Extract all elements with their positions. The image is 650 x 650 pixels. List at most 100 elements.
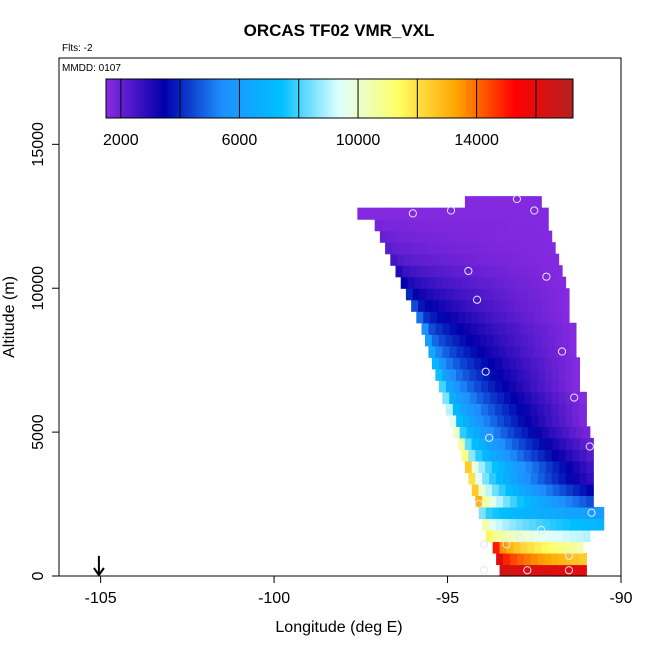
heat-cell [506, 219, 515, 232]
heat-cell [434, 230, 443, 243]
flight-point [474, 499, 483, 509]
heat-cell [492, 219, 501, 232]
heat-cell [530, 552, 539, 566]
heat-cell [569, 334, 577, 347]
heat-cell [464, 196, 473, 209]
heat-cell [524, 230, 532, 243]
heat-cell [533, 242, 542, 255]
heat-cell [416, 265, 424, 278]
heat-cell [411, 299, 419, 312]
heat-cell [463, 242, 471, 255]
heat-cell [483, 414, 491, 427]
heat-cell [558, 357, 566, 370]
heat-cell [456, 414, 464, 427]
flight-point [408, 209, 417, 218]
heat-cell [520, 207, 529, 220]
heat-cell [477, 345, 486, 358]
plot-frame [58, 57, 622, 577]
heat-cell [409, 265, 417, 278]
heat-cell [534, 334, 543, 347]
heat-cell [399, 242, 407, 255]
heat-cell [455, 242, 464, 255]
heat-cell [488, 253, 497, 266]
heat-cell [538, 414, 546, 427]
heat-cell [464, 437, 473, 450]
flight-point [479, 540, 489, 549]
heat-cell [466, 207, 474, 220]
heat-cell [544, 403, 552, 416]
heat-cell [478, 483, 486, 497]
heat-cell [424, 334, 433, 347]
heat-cell [537, 380, 545, 393]
heat-cell [548, 299, 556, 312]
heat-cell [544, 253, 553, 266]
heat-cell [478, 311, 487, 324]
heat-cell [523, 495, 532, 508]
flight-point [464, 266, 473, 276]
heat-cell [530, 357, 538, 370]
heat-cell [493, 426, 502, 439]
heat-cell [590, 518, 598, 531]
heat-cell [536, 518, 544, 531]
heat-cell [512, 242, 521, 255]
heat-cell [539, 437, 547, 450]
heat-cell [547, 345, 556, 358]
heat-cell [502, 253, 511, 266]
heat-cell [558, 380, 566, 393]
heat-cell [489, 276, 498, 289]
heat-cell [475, 449, 483, 462]
heat-cell [490, 414, 498, 427]
heat-cell [460, 357, 468, 370]
flight-point [479, 566, 489, 575]
heat-cell [576, 518, 585, 531]
heat-cell [566, 483, 574, 497]
heat-cell [478, 506, 487, 520]
heat-cell [548, 265, 556, 278]
heat-cell [499, 196, 508, 209]
heat-cell [551, 403, 559, 416]
heat-cell [439, 253, 447, 266]
heat-cell [452, 357, 461, 370]
heat-cell [513, 219, 521, 232]
heat-cell [485, 506, 494, 520]
heat-cell [416, 219, 424, 232]
heat-cell [462, 276, 470, 289]
heat-cell [545, 437, 554, 450]
heat-cell [459, 403, 468, 416]
heat-cell [485, 311, 494, 324]
heat-cell [482, 518, 490, 531]
heat-cell [469, 391, 478, 404]
heat-cell [480, 288, 489, 301]
heat-cell [473, 207, 481, 220]
heat-cell [434, 242, 443, 255]
heat-cell [489, 472, 497, 485]
heat-cell [534, 207, 542, 220]
heat-cell [517, 368, 526, 381]
heat-cell [460, 253, 469, 266]
heat-cell [441, 230, 450, 243]
heat-cell [480, 403, 489, 416]
heat-cell [459, 299, 467, 312]
heat-cell [478, 437, 486, 450]
heat-cell [551, 357, 559, 370]
heat-cell [559, 483, 567, 497]
heat-cell [504, 391, 512, 404]
heat-cell [545, 460, 554, 473]
heat-cell [572, 460, 581, 473]
heat-cell [426, 288, 434, 301]
flight-point [585, 442, 594, 451]
heat-cell [449, 345, 458, 358]
heat-cell [516, 472, 525, 485]
heat-cell [457, 265, 466, 278]
heat-cell [517, 414, 526, 427]
heat-cell [475, 472, 483, 485]
heat-cell [431, 299, 440, 312]
heat-cell [509, 253, 518, 266]
heat-cell [457, 437, 466, 450]
heat-cell [527, 529, 535, 543]
heat-cell [586, 483, 594, 497]
heat-cell [469, 230, 477, 243]
heat-cell [498, 483, 507, 497]
heat-cell [437, 311, 445, 324]
